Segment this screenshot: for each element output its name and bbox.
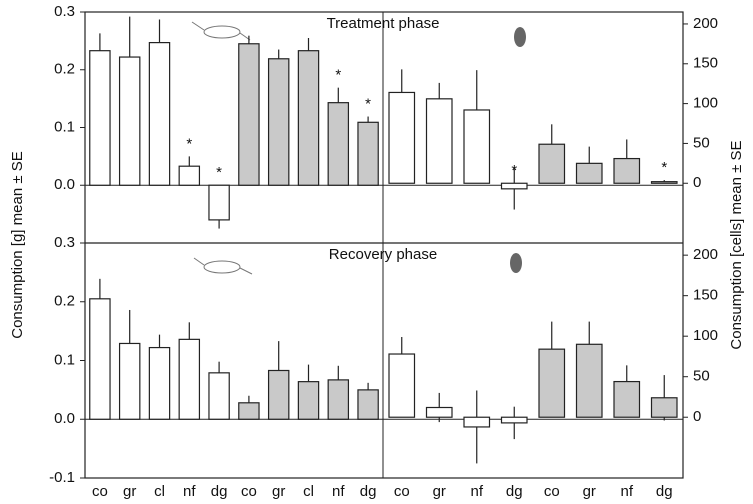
bar: [388, 353, 416, 418]
bar: [613, 380, 641, 418]
x-tick-label: gr: [123, 483, 136, 500]
y-tick-label: 0.1: [54, 351, 75, 368]
x-tick-label: dg: [506, 483, 523, 500]
x-tick-label: nf: [470, 483, 483, 500]
x-tick-label: nf: [620, 483, 633, 500]
x-tick-label: dg: [360, 483, 377, 500]
bar: [327, 102, 350, 186]
bar: [178, 338, 201, 420]
y2-tick-label: 0: [693, 174, 701, 191]
y-tick-label: 0.0: [54, 410, 75, 427]
bar: [613, 157, 641, 184]
bar: [425, 98, 453, 184]
x-tick-label: cl: [303, 483, 314, 500]
bar: [118, 56, 141, 186]
bar: [327, 379, 350, 420]
bar: [208, 184, 230, 221]
bar: [297, 381, 320, 420]
bar: [388, 91, 416, 184]
x-tick-label: dg: [211, 483, 228, 500]
y2-axis-label: Consumption [cells] mean ± SE: [728, 140, 745, 349]
bar: [500, 182, 528, 190]
significance-mark: *: [661, 159, 667, 176]
y2-tick-label: 0: [693, 408, 701, 425]
x-tick-label: gr: [433, 483, 446, 500]
y-tick-label: 0.0: [54, 176, 75, 193]
bar: [538, 143, 566, 184]
panel-title: Treatment phase: [327, 15, 440, 32]
y-tick-label: -0.1: [49, 469, 75, 486]
bar: [425, 406, 453, 418]
bar: [650, 181, 678, 184]
bar: [297, 50, 320, 186]
x-tick-label: co: [544, 483, 560, 500]
plot-frame: [84, 11, 684, 479]
x-tick-label: gr: [272, 483, 285, 500]
bar: [463, 109, 491, 184]
bar: [357, 389, 379, 420]
snail-icon: [510, 27, 526, 273]
bar: [538, 348, 566, 418]
significance-mark: *: [216, 164, 222, 181]
significance-mark: *: [186, 135, 192, 152]
x-tick-label: co: [394, 483, 410, 500]
bar: [178, 165, 201, 186]
x-tick-label: nf: [332, 483, 345, 500]
bar: [238, 402, 260, 420]
amphipod-icon: [191, 21, 253, 275]
significance-mark: *: [511, 162, 517, 179]
bar: [148, 42, 171, 186]
y2-tick-label: 50: [693, 134, 710, 151]
bar: [118, 342, 141, 420]
bar: [267, 58, 290, 186]
bar: [238, 43, 260, 186]
bar: [500, 416, 528, 424]
y-tick-label: 0.2: [54, 61, 75, 78]
bar: [575, 162, 603, 184]
bar: [89, 298, 111, 420]
panel-title: Recovery phase: [329, 246, 437, 263]
bar: [89, 50, 111, 186]
y2-tick-label: 200: [693, 246, 718, 263]
bar: [148, 346, 171, 420]
bar: [267, 369, 290, 420]
significance-mark: *: [335, 67, 341, 84]
y2-tick-label: 100: [693, 327, 718, 344]
y2-tick-label: 200: [693, 15, 718, 32]
significance-mark: *: [365, 95, 371, 112]
y2-tick-label: 100: [693, 95, 718, 112]
y-tick-label: 0.1: [54, 118, 75, 135]
bar: [650, 397, 678, 418]
y2-tick-label: 150: [693, 287, 718, 304]
bar: [463, 416, 491, 428]
y-tick-label: 0.2: [54, 293, 75, 310]
y2-tick-label: 50: [693, 368, 710, 385]
bar: [357, 121, 379, 186]
y-axis-label: Consumption [g] mean ± SE: [9, 151, 26, 339]
x-tick-label: cl: [154, 483, 165, 500]
x-tick-label: nf: [183, 483, 196, 500]
y-tick-label: 0.3: [54, 3, 75, 20]
bar: [208, 372, 230, 420]
x-tick-label: co: [241, 483, 257, 500]
y-tick-label: 0.3: [54, 234, 75, 251]
x-tick-label: gr: [583, 483, 596, 500]
bar: [575, 343, 603, 418]
x-tick-label: dg: [656, 483, 673, 500]
x-tick-label: co: [92, 483, 108, 500]
y2-tick-label: 150: [693, 55, 718, 72]
